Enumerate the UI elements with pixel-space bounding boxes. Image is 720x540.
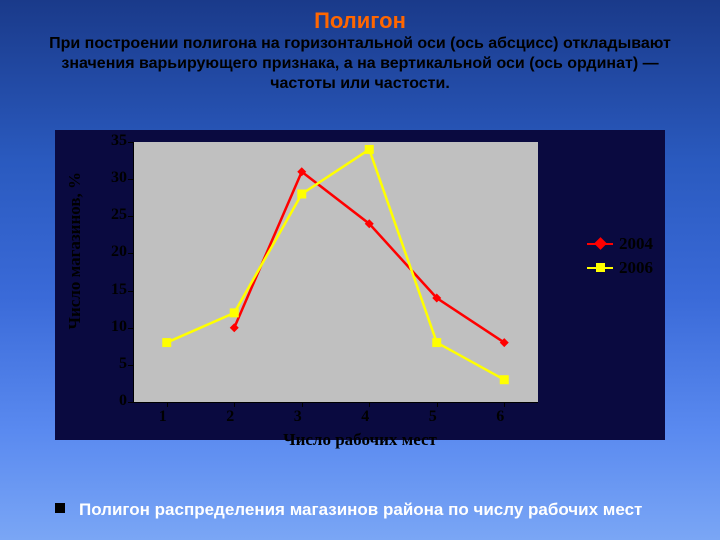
marker-icon [230,323,239,332]
legend-line-icon [587,267,613,269]
marker-icon [162,338,171,347]
footer-note: Полигон распределения магазинов района п… [55,500,660,520]
footer-text: Полигон распределения магазинов района п… [79,500,642,519]
x-tick: 5 [429,408,437,426]
legend-item: 2006 [587,258,653,278]
series-line [234,172,504,343]
chart-container: Число магазинов, % Число рабочих мест 20… [55,130,665,440]
y-tick: 35 [99,132,127,150]
x-tick: 6 [496,408,504,426]
x-tick: 1 [159,408,167,426]
marker-icon [297,190,306,199]
legend-label: 2004 [619,234,653,254]
y-tick: 25 [99,206,127,224]
legend: 2004 2006 [587,230,653,282]
legend-item: 2004 [587,234,653,254]
slide-title: Полигон [0,0,720,34]
y-tick: 20 [99,243,127,261]
marker-icon [500,375,509,384]
x-tick: 4 [361,408,369,426]
marker-icon [432,338,441,347]
y-tick: 30 [99,169,127,187]
y-tick: 10 [99,318,127,336]
marker-icon [365,145,374,154]
x-tick: 3 [294,408,302,426]
x-axis-label: Число рабочих мест [55,430,665,450]
plot-area [133,142,538,402]
marker-icon [230,308,239,317]
y-tick: 15 [99,281,127,299]
chart-svg [133,142,538,402]
slide: { "title": {"text":"Полигон","fontsize":… [0,0,720,540]
legend-marker-icon [596,263,605,272]
series-line [167,149,505,379]
y-axis-label: Число магазинов, % [65,172,85,329]
legend-line-icon [587,243,613,245]
slide-description: При построении полигона на горизонтально… [0,34,720,94]
x-tick: 2 [226,408,234,426]
y-tick: 0 [99,392,127,410]
legend-marker-icon [594,237,607,250]
legend-label: 2006 [619,258,653,278]
y-tick: 5 [99,355,127,373]
bullet-icon [55,503,65,513]
